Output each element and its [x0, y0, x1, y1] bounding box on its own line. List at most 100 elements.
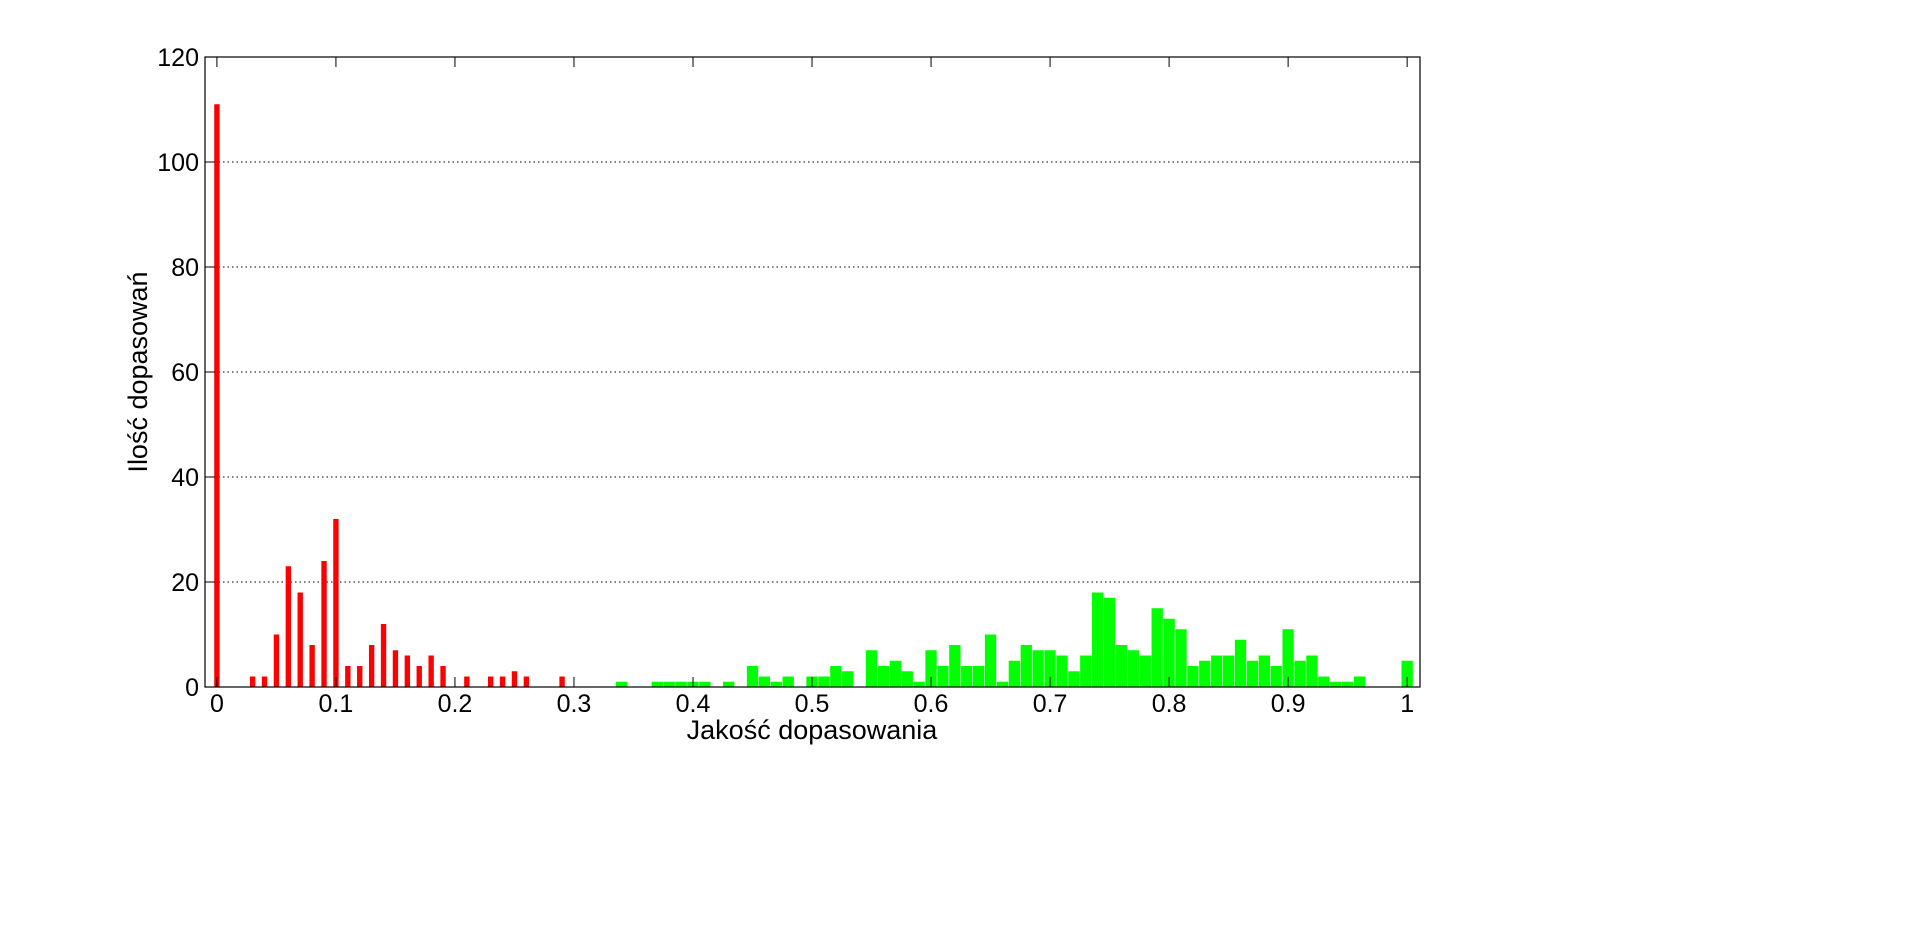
bar [615, 681, 628, 687]
bar [487, 676, 494, 687]
bar [1270, 666, 1282, 687]
bar [1199, 660, 1211, 687]
bar [345, 666, 351, 687]
bar [746, 666, 759, 687]
y-tick-label: 60 [171, 359, 199, 387]
bar [1187, 666, 1199, 687]
bar [1151, 608, 1163, 687]
bar [1020, 645, 1032, 687]
bar [1234, 639, 1247, 687]
bar [901, 671, 913, 687]
bar [1127, 650, 1140, 687]
bar [1211, 655, 1223, 687]
bar [889, 660, 901, 687]
bar [865, 650, 878, 687]
bar [1246, 660, 1259, 687]
bar [984, 634, 997, 687]
gridlines [205, 161, 1420, 583]
bar [996, 681, 1009, 687]
bar [1139, 655, 1151, 687]
axes-box [204, 56, 1421, 688]
bar [1115, 645, 1128, 687]
bar [309, 645, 315, 687]
bar [782, 676, 794, 687]
bar [913, 681, 925, 687]
y-tick-label: 80 [171, 254, 199, 282]
bar [1353, 676, 1366, 687]
x-tick-label: 0.5 [795, 690, 830, 718]
bar [1282, 629, 1294, 687]
y-tick-label: 40 [171, 464, 199, 492]
x-tick-label: 0 [210, 690, 224, 718]
bar [723, 681, 735, 687]
bar [1318, 676, 1330, 687]
bar [1103, 597, 1116, 687]
x-tick-label: 0.2 [438, 690, 473, 718]
bar [1175, 629, 1187, 687]
x-tick-label: 0.9 [1271, 690, 1306, 718]
bar [523, 676, 530, 687]
bar [1032, 650, 1044, 687]
bar [842, 671, 854, 687]
bar [818, 676, 830, 687]
bar [1341, 681, 1354, 687]
x-axis-label: Jakość dopasowania [687, 715, 939, 745]
bar [392, 650, 399, 687]
x-tick-label: 0.8 [1152, 690, 1187, 718]
bar [333, 519, 339, 687]
bar [675, 681, 687, 687]
bar [499, 676, 506, 687]
bar [559, 676, 565, 687]
bar [214, 104, 220, 687]
y-tick-label: 120 [157, 44, 199, 72]
bar [285, 566, 291, 687]
bar [1330, 681, 1342, 687]
bar [428, 655, 434, 687]
bar [877, 666, 890, 687]
bar [321, 561, 327, 687]
bar [1306, 655, 1318, 687]
x-tick-label: 1 [1400, 690, 1414, 718]
bar [699, 681, 711, 687]
bar [663, 681, 675, 687]
y-axis-label: Ilość dopasowań [123, 271, 153, 472]
bar [1092, 592, 1104, 687]
x-tick-label: 0.4 [676, 690, 711, 718]
bar [937, 666, 949, 687]
bar [368, 645, 375, 687]
x-tick-label: 0.3 [557, 690, 592, 718]
y-tick-label: 100 [157, 149, 199, 177]
bar [404, 655, 411, 687]
bar [416, 666, 422, 687]
bar [973, 666, 985, 687]
bar [925, 650, 937, 687]
bar [1068, 671, 1080, 687]
bars [214, 104, 1413, 687]
x-tick-label: 0.6 [914, 690, 949, 718]
bar [357, 666, 363, 687]
bar [440, 666, 446, 687]
bar [1008, 660, 1021, 687]
bar [770, 681, 782, 687]
bar [1401, 660, 1413, 687]
bar [758, 676, 771, 687]
bar [464, 676, 470, 687]
bar [1163, 618, 1175, 687]
bar [261, 676, 268, 687]
bar [297, 592, 303, 687]
bar [380, 624, 387, 687]
bar [949, 645, 961, 687]
bar [249, 676, 256, 687]
bar [651, 681, 663, 687]
bar [511, 671, 518, 687]
y-tick-label: 0 [185, 674, 199, 702]
bar [273, 634, 280, 687]
y-tick-label: 20 [171, 569, 199, 597]
x-tick-label: 0.1 [319, 690, 354, 718]
bar [1056, 655, 1068, 687]
bar [1044, 650, 1056, 687]
bar [1294, 660, 1306, 687]
x-tick-label: 0.7 [1033, 690, 1068, 718]
bar [961, 666, 973, 687]
